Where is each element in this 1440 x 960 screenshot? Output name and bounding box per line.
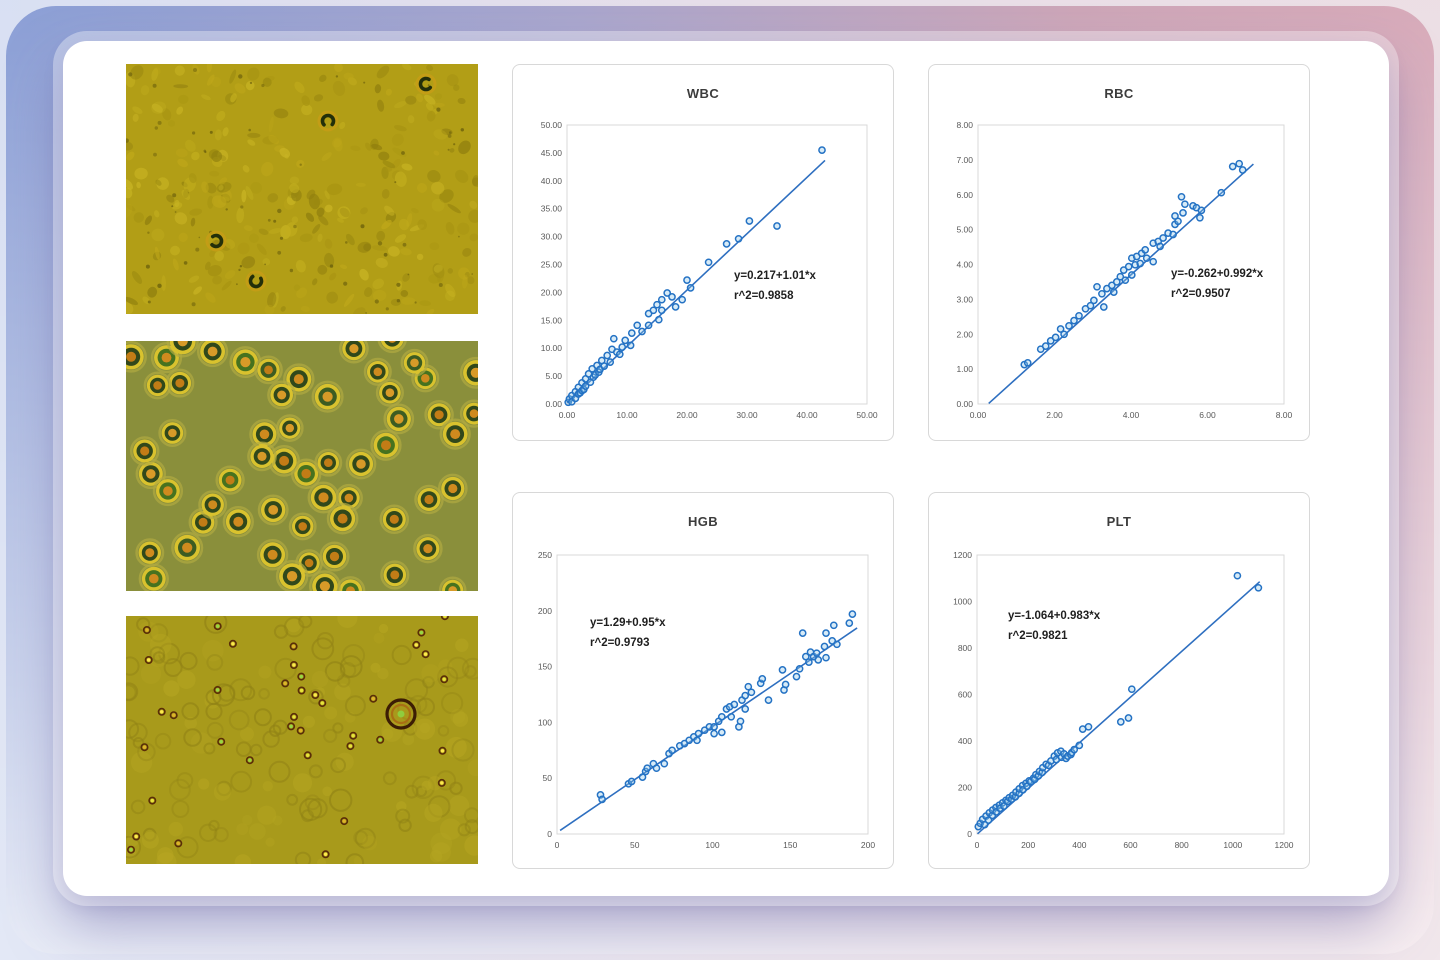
svg-text:3.00: 3.00 [956,294,973,304]
svg-text:0: 0 [555,840,560,850]
svg-text:40.00: 40.00 [541,176,563,186]
plt-scatter-chart: 0 200 400 600 800 1000 1200 0 200 400 600 800 1000 12… [953,550,1294,850]
svg-text:1000: 1000 [953,597,972,607]
svg-text:8.00: 8.00 [1276,410,1293,420]
svg-text:200: 200 [861,840,875,850]
svg-text:1000: 1000 [1223,840,1242,850]
svg-text:45.00: 45.00 [541,148,563,158]
chart-title-hgb: HGB [687,514,719,529]
svg-text:200: 200 [1021,840,1035,850]
svg-text:y=-1.064+0.983*x: y=-1.064+0.983*x [1008,610,1101,622]
svg-text:10.00: 10.00 [541,343,563,353]
gradient-frame: 0.00 10.00 20.00 30.00 40.00 50.00 0.00 5.00 10.… [6,6,1434,954]
svg-text:7.00: 7.00 [956,155,973,165]
svg-text:r^2=0.9858: r^2=0.9858 [734,290,794,302]
microscope-photo-wbc-field [126,64,478,314]
rbc-field-image [126,341,478,591]
svg-text:2.00: 2.00 [1046,410,1063,420]
svg-text:15.00: 15.00 [541,315,563,325]
svg-text:50.00: 50.00 [856,410,878,420]
svg-text:5.00: 5.00 [545,371,562,381]
svg-text:r^2=0.9821: r^2=0.9821 [1008,630,1068,642]
svg-text:50: 50 [630,840,640,850]
svg-text:r^2=0.9507: r^2=0.9507 [1171,288,1230,300]
svg-text:150: 150 [783,840,797,850]
svg-text:50.00: 50.00 [541,120,563,130]
chart-title-plt: PLT [1106,514,1132,529]
svg-text:2.00: 2.00 [956,329,973,339]
svg-text:35.00: 35.00 [541,204,563,214]
svg-text:400: 400 [1072,840,1086,850]
content-card: 0.00 10.00 20.00 30.00 40.00 50.00 0.00 5.00 10.… [63,41,1389,896]
svg-text:800: 800 [1175,840,1189,850]
svg-text:0.00: 0.00 [559,410,576,420]
svg-text:200: 200 [958,783,972,793]
svg-text:20.00: 20.00 [541,287,563,297]
chart-card-plt: 0 200 400 600 800 1000 1200 0 200 400 600 800 1000 12… [928,492,1310,869]
rbc-scatter-chart: 0.00 2.00 4.00 6.00 8.00 0.00 1.00 2.00 3.00 4.00… [956,120,1293,420]
svg-text:0.00: 0.00 [970,410,987,420]
svg-text:30.00: 30.00 [736,410,758,420]
chart-card-wbc: 0.00 10.00 20.00 30.00 40.00 50.00 0.00 5.00 10.… [512,64,894,441]
svg-text:y=1.29+0.95*x: y=1.29+0.95*x [590,617,666,629]
svg-text:50: 50 [543,773,553,783]
svg-text:150: 150 [538,662,552,672]
svg-text:6.00: 6.00 [1199,410,1216,420]
svg-text:600: 600 [958,690,972,700]
chart-card-rbc: 0.00 2.00 4.00 6.00 8.00 0.00 1.00 2.00 3.00 4.00… [928,64,1310,441]
svg-text:0.00: 0.00 [545,399,562,409]
svg-text:y=0.217+1.01*x: y=0.217+1.01*x [734,270,816,282]
microscope-photo-plt-field [126,616,478,864]
svg-text:4.00: 4.00 [1123,410,1140,420]
chart-card-hgb: 0 50 100 150 200 0 50 100 150 200 250 y=1.29+0.95*x… [512,492,894,869]
svg-text:4.00: 4.00 [956,260,973,270]
svg-text:100: 100 [538,717,552,727]
svg-text:8.00: 8.00 [956,120,973,130]
wbc-scatter-chart: 0.00 10.00 20.00 30.00 40.00 50.00 0.00 5.00 10.… [541,120,878,420]
svg-text:5.00: 5.00 [956,225,973,235]
svg-text:y=-0.262+0.992*x: y=-0.262+0.992*x [1171,268,1264,280]
svg-text:0: 0 [975,840,980,850]
svg-text:200: 200 [538,606,552,616]
svg-text:25.00: 25.00 [541,260,563,270]
svg-text:30.00: 30.00 [541,232,563,242]
svg-text:0.00: 0.00 [956,399,973,409]
svg-text:100: 100 [705,840,719,850]
svg-text:20.00: 20.00 [676,410,698,420]
svg-text:600: 600 [1123,840,1137,850]
svg-text:r^2=0.9793: r^2=0.9793 [590,637,649,649]
wbc-field-image [126,64,478,314]
chart-title-rbc: RBC [1104,86,1134,101]
plt-field-image [126,616,478,864]
svg-text:10.00: 10.00 [616,410,638,420]
svg-text:400: 400 [958,736,972,746]
chart-title-wbc: WBC [686,86,720,101]
svg-text:1200: 1200 [1275,840,1294,850]
svg-text:250: 250 [538,550,552,560]
svg-text:800: 800 [958,643,972,653]
svg-text:6.00: 6.00 [956,190,973,200]
svg-text:40.00: 40.00 [796,410,818,420]
microscope-photo-rbc-field [126,341,478,591]
svg-text:0: 0 [967,829,972,839]
svg-text:1200: 1200 [953,550,972,560]
hgb-scatter-chart: 0 50 100 150 200 0 50 100 150 200 250 y=1.29+0.95*x… [538,550,876,850]
svg-text:0: 0 [547,829,552,839]
svg-text:1.00: 1.00 [956,364,973,374]
